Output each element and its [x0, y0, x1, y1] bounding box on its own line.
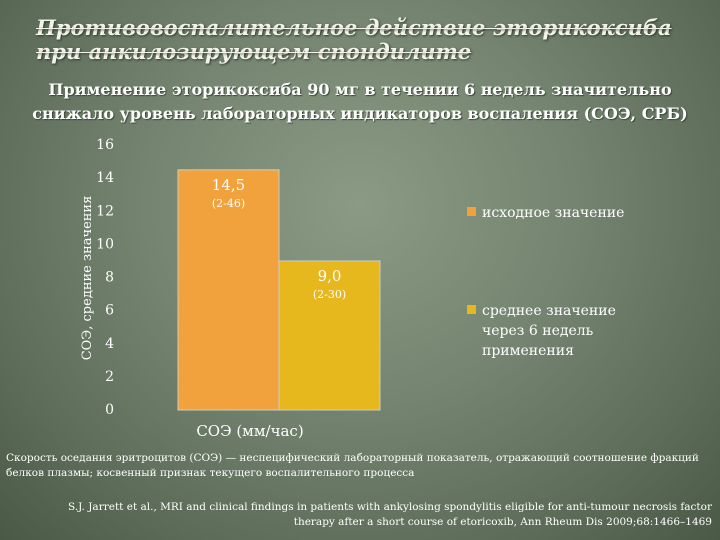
y-tick-label: 0 [105, 402, 114, 418]
slide-title: Противовоспалительное действие эторикокс… [36, 15, 672, 64]
y-tick-label: 8 [105, 270, 114, 286]
bar [278, 260, 381, 411]
y-tick-label: 4 [105, 336, 114, 352]
y-tick-label: 10 [96, 236, 114, 252]
x-category-label: СОЭ (мм/час) [196, 422, 303, 440]
data-label: 9,0 [318, 267, 342, 285]
legend-label: исходное значение [482, 205, 624, 221]
legend-swatch [467, 207, 476, 216]
legend-label: среднее значение через 6 недель применения [482, 303, 616, 359]
y-tick-label: 14 [96, 170, 114, 186]
data-label: 14,5 [212, 176, 245, 194]
citation: S.J. Jarrett et al., MRI and clinical fi… [68, 501, 712, 528]
y-tick-label: 16 [96, 137, 114, 153]
y-tick-label: 6 [105, 303, 114, 319]
data-range-label: (2-30) [313, 288, 346, 301]
legend-swatch [467, 305, 476, 314]
footnote: Скорость оседания эритроцитов (СОЭ) — не… [6, 452, 699, 479]
bar [177, 169, 280, 411]
chart: 0 2 4 6 8 10 12 14 16 СОЭ, средние значения 14,5 (2… [80, 137, 624, 440]
slide-subtitle: Применение эторикоксиба 90 мг в течении … [32, 80, 688, 123]
y-tick-label: 12 [96, 203, 114, 219]
y-tick-label: 2 [105, 369, 114, 385]
y-axis-label: СОЭ, средние значения [80, 196, 95, 361]
data-range-label: (2-46) [212, 197, 245, 210]
